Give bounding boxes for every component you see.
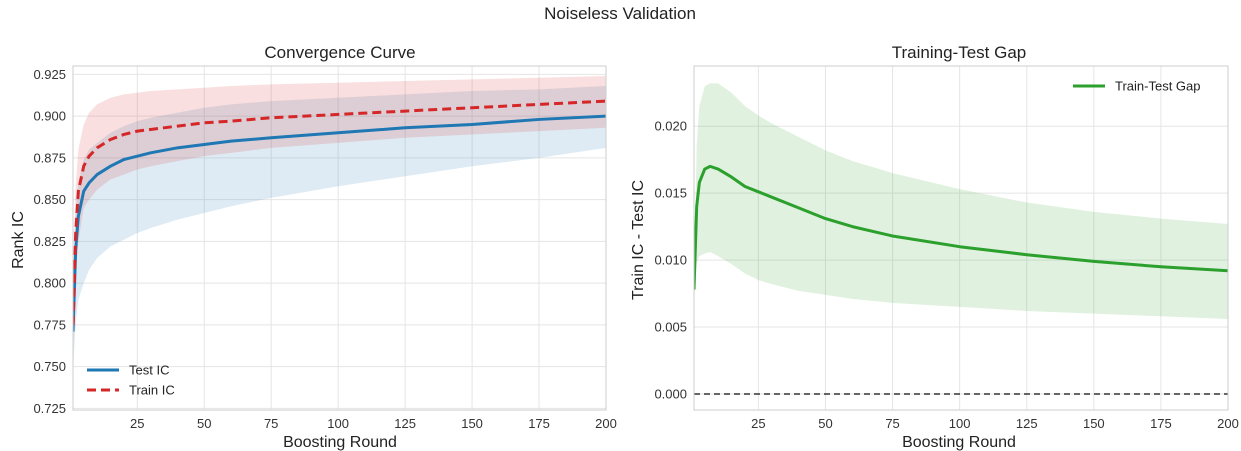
p0-plot-frame	[72, 65, 607, 411]
p1-x-tick-label: 25	[751, 416, 765, 431]
p1-x-tick-label: 150	[1083, 416, 1105, 431]
x-axis-label-convergence: Boosting Round	[283, 434, 397, 451]
p0-x-tick-label: 175	[528, 416, 550, 431]
p1-series-group	[694, 83, 1228, 319]
p0-band-0	[73, 86, 606, 370]
y-axis-label-convergence: Rank IC	[10, 211, 27, 269]
p0-y-tick-label: 0.850	[33, 192, 66, 207]
p1-legend-label-0: Train-Test Gap	[1115, 79, 1201, 94]
p0-y-tick-label: 0.775	[33, 317, 66, 332]
p0-y-tick-label: 0.800	[33, 276, 66, 291]
p0-series-line-0	[73, 114, 606, 332]
p1-x-tick-label: 175	[1150, 416, 1172, 431]
p0-y-tick-label: 0.750	[33, 359, 66, 374]
p0-y-tick-label: 0.825	[33, 234, 66, 249]
p0-legend-label-1: Train IC	[129, 383, 175, 398]
p0-x-tick-label: 50	[197, 416, 211, 431]
p0-y-tick-label: 0.900	[33, 109, 66, 124]
plot-area-convergence: 25 50 75 100 125 150 175 200 0.725 0.750 0.775 0.80…	[33, 65, 617, 431]
p1-y-tick-label: 0.000	[654, 386, 687, 401]
p1-y-tick-label: 0.020	[654, 119, 687, 134]
p1-y-tick-label: 0.015	[654, 186, 687, 201]
p0-x-tick-label: 150	[461, 416, 483, 431]
p1-legend: Train-Test Gap	[1073, 79, 1201, 94]
x-axis-label-gap: Boosting Round	[902, 434, 1016, 451]
plot-area-gap: 25 50 75 100 125 150 175 200 0.000 0.005 0.010 0.01…	[654, 65, 1239, 431]
p0-x-tick-label: 200	[595, 416, 617, 431]
p0-series-group	[73, 76, 606, 370]
p1-x-tick-label: 50	[818, 416, 832, 431]
p1-y-tick-label: 0.005	[654, 320, 687, 335]
p0-plot-background	[73, 66, 606, 410]
p1-x-tick-label: 125	[1016, 416, 1038, 431]
p1-y-tick-label: 0.010	[654, 253, 687, 268]
p0-series-line-1	[73, 99, 606, 325]
p0-x-tick-label: 125	[394, 416, 416, 431]
p1-x-tick-label: 75	[885, 416, 899, 431]
chart-title-convergence: Convergence Curve	[264, 43, 415, 62]
p0-y-tick-label: 0.725	[33, 401, 66, 416]
chart-title-gap: Training-Test Gap	[892, 43, 1026, 62]
p0-y-tick-label: 0.925	[33, 67, 66, 82]
p0-legend: Test IC Train IC	[87, 363, 175, 398]
figure-title: Noiseless Validation	[544, 4, 696, 23]
p1-x-tick-label: 200	[1217, 416, 1239, 431]
y-axis-label-gap: Train IC - Test IC	[630, 180, 647, 300]
p1-x-tick-label: 100	[949, 416, 971, 431]
p0-y-tick-label: 0.875	[33, 150, 66, 165]
p1-plot-background	[694, 66, 1228, 410]
p0-legend-label-0: Test IC	[129, 363, 169, 378]
p0-x-tick-label: 75	[264, 416, 278, 431]
p0-x-tick-label: 25	[130, 416, 144, 431]
p0-x-tick-label: 100	[327, 416, 349, 431]
p1-plot-frame	[693, 65, 1229, 411]
p1-series-line-0	[694, 164, 1228, 290]
